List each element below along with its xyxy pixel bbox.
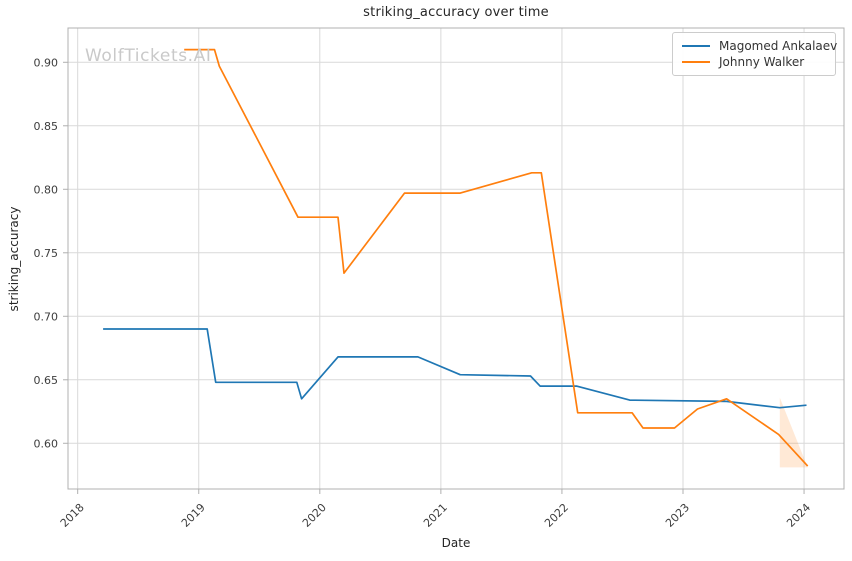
y-tick-label: 0.80 bbox=[34, 183, 59, 196]
x-tick-label: 2024 bbox=[784, 501, 813, 530]
legend-line-swatch-orange bbox=[682, 61, 710, 63]
y-tick-label: 0.60 bbox=[34, 437, 59, 450]
x-tick-label: 2019 bbox=[179, 501, 208, 530]
legend-label: Magomed Ankalaev bbox=[719, 39, 838, 53]
legend-item-magomed-ankalaev: Magomed Ankalaev bbox=[682, 38, 837, 54]
x-tick-label: 2018 bbox=[58, 501, 87, 530]
x-tick-label: 2023 bbox=[663, 501, 692, 530]
x-tick-label: 2021 bbox=[421, 501, 450, 530]
y-tick-label: 0.75 bbox=[34, 247, 59, 260]
series-line-johnny-walker bbox=[184, 48, 809, 467]
x-axis-label: Date bbox=[441, 536, 471, 550]
x-tick-label: 2020 bbox=[300, 501, 329, 530]
uncertainty-band bbox=[779, 397, 808, 468]
watermark: WolfTickets.AI bbox=[85, 46, 212, 66]
y-axis-label: striking_accuracy bbox=[7, 206, 21, 312]
y-tick-label: 0.70 bbox=[34, 310, 59, 323]
chart-title: striking_accuracy over time bbox=[363, 5, 549, 20]
x-tick-label: 2022 bbox=[542, 501, 571, 530]
y-tick-label: 0.85 bbox=[34, 120, 59, 133]
legend-label: Johnny Walker bbox=[719, 55, 805, 69]
plot-border bbox=[67, 27, 845, 490]
y-tick-label: 0.65 bbox=[34, 374, 59, 387]
legend-item-johnny-walker: Johnny Walker bbox=[682, 54, 826, 70]
legend-line-swatch-blue bbox=[682, 45, 710, 47]
series-line-magomed-ankalaev bbox=[103, 328, 807, 409]
legend: Magomed Ankalaev Johnny Walker bbox=[672, 32, 837, 76]
y-tick-label: 0.90 bbox=[34, 56, 59, 69]
